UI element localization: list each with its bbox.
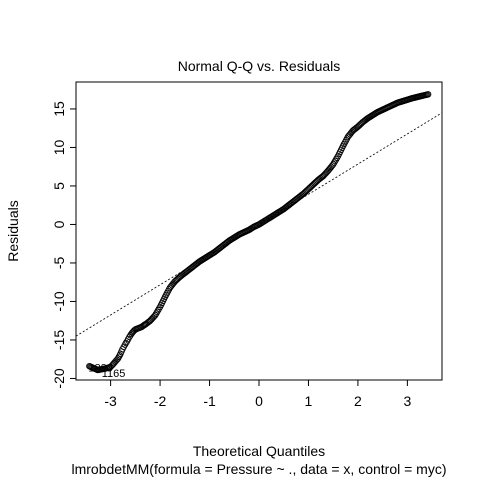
point-label: 1830	[88, 363, 112, 375]
y-axis-label: Residuals	[5, 200, 21, 261]
chart-title: Normal Q-Q vs. Residuals	[178, 58, 341, 74]
data-point	[333, 154, 341, 161]
data-point	[115, 353, 123, 361]
chart-subtitle: lmrobdetMM(formula = Pressure ~ ., data …	[71, 461, 446, 477]
data-point	[332, 156, 340, 163]
x-tick-label: -3	[104, 393, 117, 409]
data-point	[329, 161, 337, 168]
data-point	[122, 339, 130, 347]
point-label: 1165	[102, 368, 126, 380]
x-tick-label: -2	[154, 393, 167, 409]
data-point	[154, 307, 162, 314]
y-tick-label: -10	[51, 291, 67, 311]
x-tick-label: 3	[403, 393, 411, 409]
y-axis: -20 -15 -10 -5 0 5 10 15	[51, 101, 77, 389]
x-tick-label: 1	[305, 393, 313, 409]
x-axis-label: Theoretical Quantiles	[193, 443, 325, 459]
data-point	[331, 157, 339, 165]
data-point	[152, 310, 160, 317]
y-tick-label: 15	[51, 101, 67, 117]
data-points	[86, 91, 432, 374]
data-point	[151, 312, 159, 319]
reference-line	[75, 112, 443, 337]
y-tick-label: 5	[51, 182, 67, 190]
y-tick-label: -20	[51, 368, 67, 388]
x-tick-label: -1	[203, 393, 216, 409]
x-tick-label: 2	[354, 393, 362, 409]
data-point	[153, 308, 161, 316]
y-tick-label: 10	[51, 139, 67, 155]
x-tick-label: 0	[255, 393, 263, 409]
data-point	[424, 91, 432, 98]
data-point	[116, 352, 123, 359]
data-point	[330, 159, 338, 166]
y-tick-label: -5	[51, 257, 67, 270]
y-tick-label: 0	[51, 220, 67, 228]
data-point	[155, 305, 163, 312]
y-tick-label: -15	[51, 330, 67, 350]
x-axis: -3 -2 -1 0 1 2 3	[104, 379, 411, 409]
